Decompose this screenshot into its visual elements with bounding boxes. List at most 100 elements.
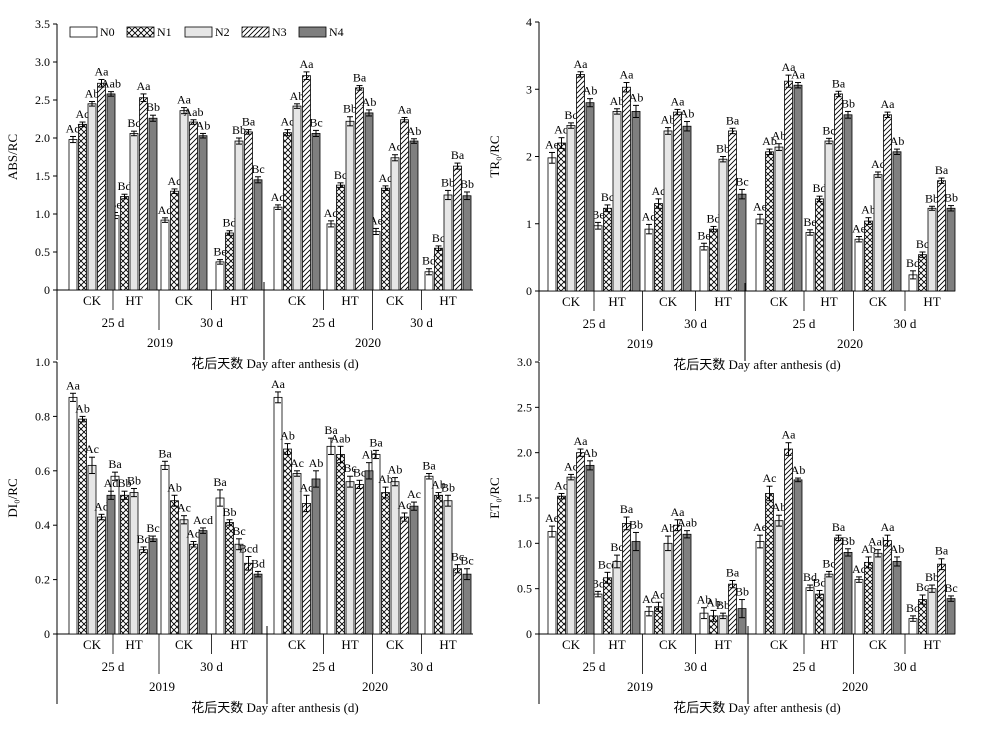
significance-label: Ab xyxy=(791,463,806,477)
bar-n0 xyxy=(424,475,434,635)
y-tick-label: 0.8 xyxy=(35,409,50,423)
bar-n4 xyxy=(892,151,902,292)
significance-label: Bc xyxy=(353,465,366,479)
y-tick-label: 0.2 xyxy=(35,573,50,587)
y-axis-label: ET₀/RC xyxy=(487,477,502,518)
bar-n3 xyxy=(355,483,364,635)
significance-label: Ad xyxy=(94,499,109,513)
year-label: 2020 xyxy=(837,336,863,351)
significance-label: Ac xyxy=(85,442,99,456)
significance-label: Ba xyxy=(324,423,338,437)
significance-label: Aa xyxy=(66,378,81,392)
bar-n1 xyxy=(434,247,443,291)
significance-label: Ac xyxy=(407,487,421,501)
legend-swatch-n4 xyxy=(298,26,327,38)
significance-label: Ac xyxy=(379,171,393,185)
bar-n4 xyxy=(737,193,747,292)
bar-n1 xyxy=(603,577,612,635)
significance-label: Aa xyxy=(398,102,413,116)
bar-n3 xyxy=(576,74,585,292)
significance-label: Aa xyxy=(574,57,589,71)
significance-label: Bc xyxy=(944,581,957,595)
panel-et0-rc: 0 0.5 1.0 1.5 2.0 2.5 3.0 ET₀/RC Ae Bd Ac Ab Ae Bd Ac B… xyxy=(487,355,958,715)
significance-label: Ac xyxy=(564,459,578,473)
significance-label: Bc xyxy=(146,521,159,535)
significance-label: Ba xyxy=(620,502,634,516)
x-category-label: HT xyxy=(820,294,837,309)
bar-n1 xyxy=(765,151,774,292)
bar-n3 xyxy=(622,86,631,292)
significance-label: Ab xyxy=(75,401,90,415)
significance-label: Aa xyxy=(95,64,110,78)
significance-label: Ba xyxy=(935,163,949,177)
legend-label-n2: N2 xyxy=(215,25,230,39)
bar-n4 xyxy=(843,552,853,635)
y-tick-label: 1.5 xyxy=(517,491,532,505)
bar-n3 xyxy=(576,452,585,635)
significance-label: Ab xyxy=(890,542,905,556)
bar-n1 xyxy=(336,454,345,635)
year-label: 2019 xyxy=(627,336,653,351)
bar-n4 xyxy=(682,533,692,635)
y-tick-label: 0.5 xyxy=(517,582,532,596)
significance-label: Ba xyxy=(158,446,172,460)
bar-n0 xyxy=(644,228,654,292)
bar-n1 xyxy=(918,599,927,635)
significance-label: Aab xyxy=(184,105,204,119)
significance-label: Aa xyxy=(782,428,797,442)
stage-label: 30 d xyxy=(684,659,707,674)
significance-label: Ac xyxy=(290,456,304,470)
y-tick-label: 0 xyxy=(44,283,50,297)
x-category-label: CK xyxy=(562,294,581,309)
x-category-label: CK xyxy=(770,637,789,652)
x-category-label: HT xyxy=(820,637,837,652)
bar-n2 xyxy=(718,158,728,292)
x-category-label: HT xyxy=(341,637,358,652)
bar-n4 xyxy=(409,505,419,635)
x-category-label: HT xyxy=(125,293,142,308)
x-category-label: CK xyxy=(175,637,194,652)
significance-label: Bc xyxy=(564,108,577,122)
bar-n2 xyxy=(129,492,139,635)
significance-label: Bd xyxy=(906,256,920,270)
significance-label: Bb xyxy=(117,476,131,490)
significance-label: Ad xyxy=(104,476,119,490)
significance-label: Bb xyxy=(841,96,855,110)
significance-label: Aa xyxy=(671,94,686,108)
bar-n0 xyxy=(699,246,709,292)
significance-label: Aa xyxy=(782,60,797,74)
significance-label: Ac xyxy=(763,471,777,485)
significance-label: Ba xyxy=(422,459,436,473)
year-label: 2020 xyxy=(362,679,388,694)
y-tick-label: 0 xyxy=(44,627,50,641)
significance-label: Ab xyxy=(362,448,377,462)
bar-n3 xyxy=(673,111,682,292)
stage-label: 30 d xyxy=(894,316,917,331)
significance-label: Ad xyxy=(186,527,201,541)
bar-n4 xyxy=(106,494,116,635)
bar-n2 xyxy=(179,110,189,291)
significance-label: Ba xyxy=(451,148,465,162)
significance-label: Aab xyxy=(331,431,351,445)
x-category-label: HT xyxy=(714,294,731,309)
significance-label: Bb xyxy=(460,177,474,191)
x-category-label: HT xyxy=(230,637,247,652)
significance-label: Bc xyxy=(432,231,445,245)
bar-n3 xyxy=(400,119,409,291)
x-category-label: HT xyxy=(125,637,142,652)
legend-swatch-n2 xyxy=(184,26,213,38)
significance-label: Bd xyxy=(222,216,236,230)
bar-n1 xyxy=(225,232,234,291)
significance-label: Ae xyxy=(852,222,866,236)
significance-label: Bc xyxy=(822,123,835,137)
y-tick-label: 1.5 xyxy=(35,169,50,183)
significance-label: Aa xyxy=(881,520,896,534)
x-category-label: CK xyxy=(869,294,888,309)
bar-n2 xyxy=(234,543,244,635)
bar-n2 xyxy=(824,573,834,635)
bar-n1 xyxy=(170,190,179,291)
significance-label: Ba xyxy=(726,566,740,580)
bar-n1 xyxy=(120,196,129,291)
significance-label: Bc xyxy=(735,174,748,188)
y-tick-label: 4 xyxy=(526,15,532,29)
